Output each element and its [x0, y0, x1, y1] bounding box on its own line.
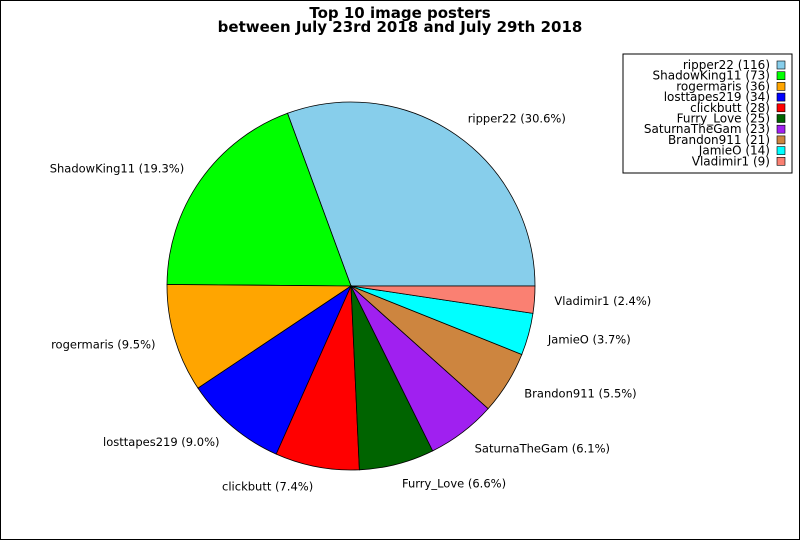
slice-label-losttapes219: losttapes219 (9.0%)	[103, 435, 219, 449]
slice-label-clickbutt: clickbutt (7.4%)	[222, 480, 313, 494]
slice-labels: ripper22 (30.6%) ShadowKing11 (19.3%) roge…	[50, 112, 652, 494]
pie-slice-rogermaris	[166, 284, 353, 389]
slice-label-rogermaris: rogermaris (9.5%)	[51, 337, 155, 351]
legend-label-jamieo: JamieO (14)	[698, 144, 770, 158]
slice-label-brandon911: Brandon911 (5.5%)	[524, 387, 636, 401]
legend-label-clickbutt: clickbutt (28)	[690, 101, 770, 115]
legend-label-furry-love: Furry_Love (25)	[677, 112, 770, 126]
pie-slice-vladimir1	[350, 285, 536, 314]
legend-label-shadowking11: ShadowKing11 (73)	[653, 69, 771, 83]
title-line-2: between July 23rd 2018 and July 29th 201…	[218, 18, 583, 36]
legend-swatch-losttapes219	[776, 92, 786, 102]
legend-swatch-vladimir1	[776, 157, 786, 166]
slice-label-saturnathegam: SaturnaTheGam (6.1%)	[475, 441, 610, 455]
legend-swatch-ripper22	[776, 60, 786, 70]
pie-slice-ripper22	[286, 101, 536, 287]
legend-swatch-shadowking11	[776, 71, 786, 80]
pie-slices	[166, 101, 536, 471]
legend-swatch-rogermaris	[776, 82, 786, 91]
slice-label-ripper22: ripper22 (30.6%)	[468, 112, 566, 126]
legend-swatch-brandon911	[776, 135, 786, 145]
slice-label-jamieo: JamieO (3.7%)	[547, 333, 631, 347]
title-line-1: Top 10 image posters	[309, 4, 490, 22]
slice-label-shadowking11: ShadowKing11 (19.3%)	[50, 162, 185, 176]
legend-label-vladimir1: Vladimir1 (9)	[692, 154, 770, 168]
pie-slice-losttapes219	[197, 284, 352, 455]
legend-swatch-clickbutt	[776, 103, 786, 113]
legend-label-saturnathegam: SaturnaTheGam (23)	[644, 122, 770, 136]
legend-box	[622, 53, 793, 174]
legend-label-losttapes219: losttapes219 (34)	[664, 90, 770, 104]
slice-label-furry-love: Furry_Love (6.6%)	[402, 477, 506, 491]
legend-swatch-furry-love	[776, 114, 786, 123]
pie-slice-shadowking11	[166, 112, 352, 287]
legend-label-ripper22: ripper22 (116)	[683, 58, 770, 72]
chart-title: Top 10 image posters between July 23rd 2…	[218, 4, 583, 36]
legend-label-brandon911: Brandon911 (21)	[668, 133, 770, 147]
legend-swatch-jamieo	[776, 146, 786, 155]
legend: ripper22 (116)ShadowKing11 (73)rogermari…	[622, 53, 793, 174]
legend-label-rogermaris: rogermaris (36)	[676, 79, 770, 93]
legend-swatch-saturnathegam	[776, 124, 786, 134]
legend-items: ripper22 (116)ShadowKing11 (73)rogermari…	[644, 58, 786, 168]
slice-label-vladimir1: Vladimir1 (2.4%)	[554, 294, 651, 308]
